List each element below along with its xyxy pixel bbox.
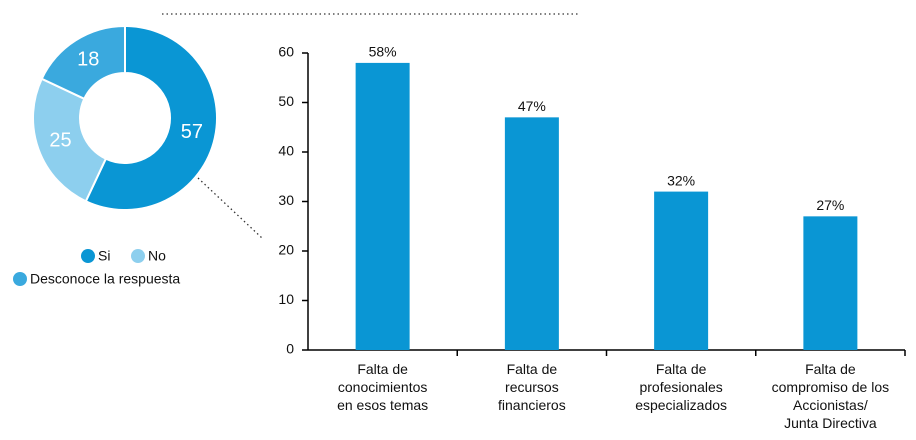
x-tick-label: Falta de conocimientos en esos temas (337, 361, 428, 413)
segment-label: 18 (77, 48, 99, 70)
legend-label: No (148, 248, 166, 264)
y-tick-label: 20 (278, 242, 294, 258)
segment-label: 25 (49, 129, 71, 151)
y-tick-label: 40 (278, 143, 294, 159)
x-tick-label: Falta de profesionales especializados (635, 361, 727, 413)
segment-label: 57 (181, 121, 203, 143)
y-tick-label: 10 (278, 291, 294, 307)
value-label: 47% (518, 98, 546, 114)
legend-swatch (81, 249, 95, 263)
legend-label: Desconoce la respuesta (30, 271, 180, 287)
donut-segment (40, 24, 126, 101)
bar (504, 117, 559, 350)
connector (197, 177, 263, 239)
y-tick-label: 60 (278, 44, 294, 60)
x-tick-label: Falta de recursos financieros (498, 361, 566, 413)
value-label: 27% (816, 197, 844, 213)
value-label: 32% (667, 172, 695, 188)
y-tick-label: 50 (278, 93, 294, 109)
bar (355, 62, 410, 351)
bar (803, 216, 858, 350)
x-tick-label: Falta de compromiso de los Accionistas/Jun… (772, 361, 890, 431)
legend-swatch (13, 272, 27, 286)
donut-segment (84, 24, 218, 211)
value-label: 58% (369, 44, 397, 60)
legend-swatch (131, 249, 145, 263)
y-tick-label: 30 (278, 192, 294, 208)
legend-label: Si (98, 248, 110, 264)
bar (654, 191, 709, 350)
donut-segment (32, 77, 108, 203)
y-tick-label: 0 (286, 341, 294, 357)
